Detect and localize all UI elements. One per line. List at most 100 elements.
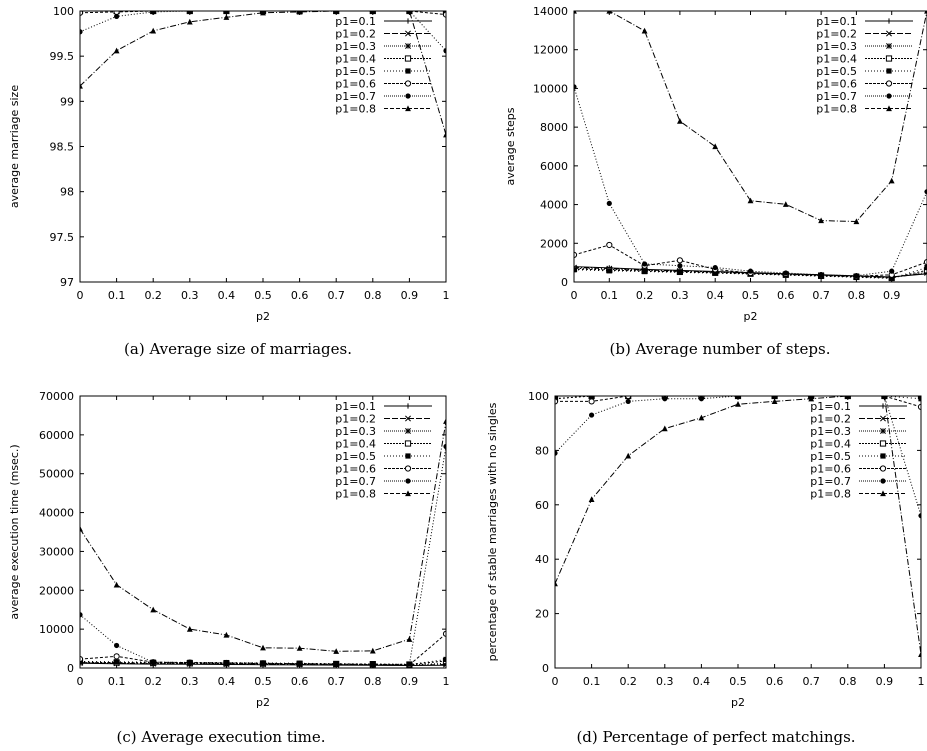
data-point — [676, 257, 684, 264]
x-axis-label: p2 — [256, 310, 270, 323]
data-point — [223, 11, 229, 14]
x-tick-label: 0.5 — [742, 289, 760, 302]
legend-marker — [405, 490, 411, 497]
series-line — [555, 396, 921, 655]
data-point — [223, 631, 230, 638]
legend-label: p1=0.1 — [816, 15, 857, 28]
legend-marker — [886, 18, 892, 24]
legend-marker — [404, 465, 412, 472]
x-tick-label: 0.1 — [108, 675, 126, 688]
data-point — [187, 11, 193, 14]
data-point — [223, 14, 230, 20]
series-group — [574, 11, 927, 282]
series-line — [80, 11, 446, 52]
y-tick-label: 99.5 — [50, 50, 75, 63]
data-point — [772, 396, 778, 399]
x-tick-label: 0.9 — [401, 289, 419, 302]
legend-label: p1=0.1 — [335, 400, 376, 413]
y-tick-label: 20 — [535, 608, 549, 621]
legend-marker — [405, 403, 411, 409]
data-point — [80, 612, 83, 618]
data-point — [924, 264, 927, 271]
legend-label: p1=0.2 — [816, 28, 857, 41]
y-tick-label: 100 — [53, 5, 74, 18]
legend-label: p1=0.6 — [816, 78, 857, 91]
legend-label: p1=0.3 — [335, 425, 376, 438]
series-line — [555, 396, 921, 408]
data-point — [917, 403, 921, 410]
x-tick-label: 0.2 — [619, 675, 637, 688]
legend-label: p1=0.6 — [335, 78, 376, 91]
y-axis-label: average steps — [504, 107, 517, 185]
legend-marker — [405, 18, 411, 24]
y-axis-label: percentage of stable marriages with no s… — [486, 402, 499, 661]
data-point — [150, 11, 156, 15]
series-group — [80, 418, 446, 668]
data-point — [606, 268, 612, 274]
x-tick-label: 0.9 — [883, 289, 901, 302]
legend-marker — [886, 43, 892, 49]
data-point — [735, 401, 741, 407]
chart-panel-c: 0 0.1 0.2 0.3 0.4 0.5 0.6 0.7 0.8 0.9 1 0 10000 20000… — [8, 390, 450, 746]
data-point — [662, 396, 668, 402]
x-tick-label: 0.3 — [671, 289, 689, 302]
data-point — [406, 661, 412, 667]
data-point — [661, 425, 668, 432]
x-tick-label: 0.1 — [583, 675, 601, 688]
plot-frame — [554, 395, 922, 669]
legend: p1=0.1p1=0.2p1=0.3p1=0.4p1=0.5p1=0.6p1=0… — [810, 400, 907, 501]
data-point — [844, 396, 851, 399]
x-tick-label: 0.7 — [812, 289, 830, 302]
data-point — [150, 606, 157, 613]
data-point — [113, 581, 120, 588]
x-tick-label: 0.5 — [729, 675, 747, 688]
y-tick-label: 6000 — [540, 160, 568, 173]
legend-marker — [880, 428, 886, 434]
legend-label: p1=0.7 — [810, 475, 851, 488]
legend: p1=0.1p1=0.2p1=0.3p1=0.4p1=0.5p1=0.6p1=0… — [335, 400, 432, 501]
plot-frame — [79, 10, 447, 283]
legend-label: p1=0.8 — [335, 103, 376, 116]
x-tick-label: 0.2 — [144, 675, 162, 688]
data-point — [918, 651, 921, 657]
data-point — [888, 177, 895, 184]
data-point — [606, 11, 613, 14]
data-point — [369, 647, 376, 654]
x-tick-label: 0.1 — [108, 289, 126, 302]
y-tick-label: 14000 — [533, 5, 568, 18]
data-point — [677, 263, 683, 269]
data-point — [80, 525, 83, 532]
data-point — [443, 443, 446, 450]
x-axis-label: p2 — [256, 696, 270, 709]
data-point — [642, 268, 648, 275]
data-point — [186, 626, 193, 632]
y-tick-label: 0 — [67, 662, 74, 675]
series-line — [574, 86, 927, 277]
data-point — [369, 11, 376, 14]
data-point — [297, 661, 303, 667]
legend-label: p1=0.1 — [810, 400, 851, 413]
data-point — [443, 48, 446, 54]
data-point — [881, 396, 888, 399]
x-tick-label: 1 — [443, 675, 450, 688]
y-axis-label: average execution time (msec.) — [8, 444, 21, 619]
data-point — [150, 659, 156, 665]
data-point — [296, 645, 303, 651]
legend-label: p1=0.5 — [810, 450, 851, 463]
x-tick-label: 0.5 — [254, 289, 272, 302]
data-point — [853, 218, 860, 225]
legend-marker — [880, 490, 886, 497]
x-tick-label: 0.3 — [656, 675, 674, 688]
legend-marker — [880, 453, 886, 459]
legend-label: p1=0.7 — [335, 475, 376, 488]
data-point — [918, 513, 921, 519]
data-point — [853, 273, 860, 279]
x-tick-label: 0.7 — [327, 289, 345, 302]
y-tick-label: 50000 — [39, 468, 74, 481]
legend-label: p1=0.3 — [810, 425, 851, 438]
y-tick-label: 2000 — [540, 237, 568, 250]
plot-frame — [79, 395, 447, 669]
legend-label: p1=0.7 — [335, 90, 376, 103]
data-point — [113, 653, 120, 660]
y-tick-label: 97.5 — [50, 231, 75, 244]
